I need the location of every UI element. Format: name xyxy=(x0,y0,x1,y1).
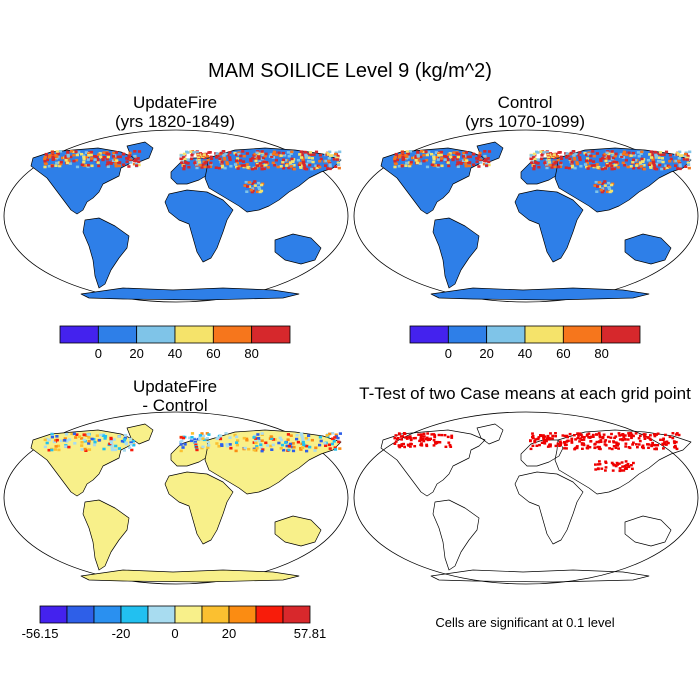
colorbar-updatefire-tick-label: 0 xyxy=(95,346,102,361)
south-america-landmass xyxy=(82,499,130,571)
colorbar-difference-swatch xyxy=(201,605,230,624)
greenland-landmass xyxy=(476,423,504,445)
colorbar-control-tick-label: 40 xyxy=(518,346,532,361)
panel4-title: T-Test of two Case means at each grid po… xyxy=(359,384,691,403)
colorbar-updatefire-swatch xyxy=(97,325,138,344)
colorbar-difference: -56.15 -20 0 20 57.81 xyxy=(22,605,326,641)
colorbar-control: 0 20 40 60 80 xyxy=(409,325,641,361)
colorbar-control-swatch xyxy=(524,325,564,344)
difference-grid-cells xyxy=(43,432,342,453)
colorbar-updatefire-swatch xyxy=(251,325,291,344)
colorbar-updatefire-tick-label: 20 xyxy=(129,346,143,361)
australia-landmass xyxy=(624,233,672,265)
colorbar-difference-swatch xyxy=(174,605,203,624)
panel2-subtitle: (yrs 1070-1099) xyxy=(464,112,585,131)
colorbar-difference-swatch xyxy=(66,605,95,624)
colorbar-difference-swatch xyxy=(228,605,257,624)
panel1-subtitle: (yrs 1820-1849) xyxy=(114,112,235,131)
colorbar-difference-tick-label: 57.81 xyxy=(294,626,327,641)
colorbar-difference-swatch xyxy=(147,605,176,624)
colorbar-updatefire-swatch xyxy=(174,325,214,344)
colorbar-updatefire-swatch xyxy=(212,325,253,344)
africa-landmass xyxy=(514,471,584,545)
figure-title: MAM SOILICE Level 9 (kg/m^2) xyxy=(208,60,492,82)
colorbar-control-tick-label: 0 xyxy=(445,346,452,361)
map-control xyxy=(353,129,699,303)
colorbar-control-swatch xyxy=(486,325,526,344)
antarctica-landmass xyxy=(80,569,300,583)
europe-landmass xyxy=(520,439,564,467)
colorbar-control-swatch xyxy=(562,325,603,344)
colorbar-control-swatch xyxy=(409,325,449,344)
colorbar-control-tick-label: 80 xyxy=(594,346,608,361)
south-america-landmass xyxy=(432,499,480,571)
north-america-landmass xyxy=(380,429,486,497)
colorbar-difference-swatch xyxy=(255,605,284,624)
antarctica-landmass xyxy=(430,287,650,301)
map-updatefire xyxy=(3,129,349,303)
colorbar-difference-swatch xyxy=(120,605,149,624)
panel3-title: UpdateFire xyxy=(132,377,218,396)
significance-footnote: Cells are significant at 0.1 level xyxy=(435,615,615,630)
antarctica-landmass xyxy=(80,287,300,301)
australia-landmass xyxy=(274,233,322,265)
africa-landmass xyxy=(164,471,234,545)
colorbar-difference-swatch xyxy=(39,605,68,624)
australia-landmass xyxy=(624,515,672,547)
antarctica-landmass xyxy=(430,569,650,583)
globe-boundary xyxy=(353,411,699,585)
africa-landmass xyxy=(514,189,584,263)
panel1-title: UpdateFire xyxy=(132,93,218,112)
colorbar-updatefire-swatch xyxy=(136,325,176,344)
colorbar-difference-tick-label: -56.15 xyxy=(22,626,59,641)
south-america-landmass xyxy=(432,217,480,289)
panel3-subtitle: - Control xyxy=(142,396,208,415)
map-ttest xyxy=(353,411,699,585)
ttest-grid-cells xyxy=(393,432,681,473)
colorbar-updatefire: 0 20 40 60 80 xyxy=(59,325,291,361)
colorbar-difference-tick-label: 0 xyxy=(171,626,178,641)
south-america-landmass xyxy=(82,217,130,289)
colorbar-difference-tick-label: 20 xyxy=(222,626,236,641)
colorbar-difference-swatch xyxy=(282,605,311,624)
australia-landmass xyxy=(274,515,322,547)
colorbar-control-tick-label: 60 xyxy=(556,346,570,361)
absolute-grid-cells xyxy=(393,150,692,194)
colorbar-control-swatch xyxy=(447,325,488,344)
map-difference xyxy=(3,411,349,585)
colorbar-control-swatch xyxy=(601,325,641,344)
colorbar-updatefire-swatch xyxy=(59,325,99,344)
colorbar-difference-tick-label: -20 xyxy=(112,626,131,641)
colorbar-updatefire-tick-label: 80 xyxy=(244,346,258,361)
colorbar-control-tick-label: 20 xyxy=(479,346,493,361)
colorbar-difference-swatch xyxy=(93,605,122,624)
colorbar-updatefire-tick-label: 60 xyxy=(206,346,220,361)
africa-landmass xyxy=(164,189,234,263)
absolute-grid-cells xyxy=(43,150,342,194)
panel2-title: Control xyxy=(497,93,553,112)
colorbar-updatefire-tick-label: 40 xyxy=(168,346,182,361)
